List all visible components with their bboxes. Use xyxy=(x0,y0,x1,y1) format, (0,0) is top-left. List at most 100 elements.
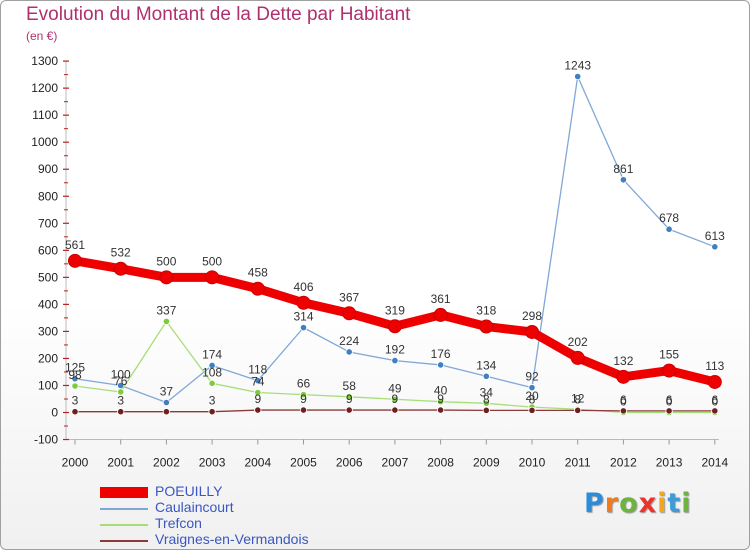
data-point xyxy=(254,377,262,385)
data-point xyxy=(345,406,353,414)
data-point xyxy=(162,398,170,407)
data-label: 224 xyxy=(339,334,359,348)
data-point xyxy=(68,253,82,268)
legend-swatch xyxy=(100,487,148,498)
y-tick-label: -100 xyxy=(34,433,58,447)
legend-label: POEUILLY xyxy=(155,483,223,499)
y-tick-label: 900 xyxy=(38,162,58,176)
data-label: 6 xyxy=(666,393,673,407)
data-label: 458 xyxy=(248,266,268,280)
data-point xyxy=(711,243,719,251)
y-tick-label: 1300 xyxy=(31,54,58,68)
data-label: 3 xyxy=(117,394,124,408)
y-tick-label: 100 xyxy=(38,378,58,392)
data-label: 0 xyxy=(666,395,673,409)
data-label: 34 xyxy=(480,385,494,399)
data-label: 12 xyxy=(571,391,585,405)
y-tick-label: 1100 xyxy=(32,108,58,122)
data-point xyxy=(299,406,308,414)
x-tick-label: 2012 xyxy=(610,456,637,470)
data-point xyxy=(482,399,490,407)
data-label: 314 xyxy=(293,310,313,324)
data-point xyxy=(205,270,220,285)
data-label: 319 xyxy=(385,303,405,317)
data-label: 298 xyxy=(522,309,542,323)
data-point xyxy=(436,406,445,414)
y-tick-label: 1200 xyxy=(31,81,58,95)
x-tick-label: 2006 xyxy=(336,456,363,470)
data-label: 532 xyxy=(111,246,131,260)
data-label: 155 xyxy=(659,348,679,362)
data-point xyxy=(117,388,125,396)
x-tick-label: 2005 xyxy=(290,456,317,470)
data-label: 6 xyxy=(620,393,627,407)
data-point xyxy=(665,407,673,415)
data-point xyxy=(662,363,677,378)
x-tick-label: 2008 xyxy=(427,456,454,470)
y-tick-label: 200 xyxy=(38,351,58,365)
data-label: 134 xyxy=(476,358,496,372)
data-point xyxy=(436,361,445,369)
data-label: 6 xyxy=(711,393,718,407)
data-label: 9 xyxy=(300,392,307,406)
data-point xyxy=(711,407,719,415)
legend-swatch xyxy=(100,508,148,510)
data-point xyxy=(525,324,539,339)
data-point xyxy=(71,408,79,416)
data-point xyxy=(391,406,399,414)
data-label: 1243 xyxy=(564,59,591,73)
data-label: 613 xyxy=(705,229,725,243)
data-point xyxy=(482,406,490,414)
data-label: 500 xyxy=(202,254,222,268)
data-label: 100 xyxy=(111,367,131,381)
y-tick-label: 400 xyxy=(38,297,58,311)
data-point xyxy=(71,375,79,383)
data-label: 0 xyxy=(620,395,627,409)
data-label: 9 xyxy=(346,392,353,406)
data-label: 361 xyxy=(431,292,451,306)
data-label: 125 xyxy=(65,361,85,375)
y-tick-label: 1000 xyxy=(31,135,58,149)
x-tick-label: 2014 xyxy=(701,456,728,470)
data-label: 113 xyxy=(705,359,724,373)
data-label: 0 xyxy=(711,395,718,409)
data-point xyxy=(345,393,353,401)
y-tick-label: 500 xyxy=(38,270,58,284)
data-point xyxy=(113,261,128,276)
data-point xyxy=(616,369,631,384)
chart-unit: (en €) xyxy=(26,29,58,43)
data-point xyxy=(665,225,673,233)
line-chart: -100010020030040050060070080090010001100… xyxy=(31,54,728,470)
data-label: 3 xyxy=(209,394,216,408)
legend-swatch xyxy=(100,524,148,526)
x-tick-label: 2011 xyxy=(565,456,591,470)
data-label: 76 xyxy=(114,374,128,388)
data-label: 108 xyxy=(202,365,222,379)
data-point xyxy=(159,270,174,285)
data-label: 9 xyxy=(437,392,444,406)
data-label: 92 xyxy=(525,370,539,384)
data-point xyxy=(570,350,585,365)
data-point xyxy=(208,379,216,387)
x-tick-label: 2004 xyxy=(244,456,271,470)
data-label: 118 xyxy=(248,363,267,377)
data-label: 98 xyxy=(68,368,82,382)
data-label: 176 xyxy=(431,347,451,361)
data-label: 318 xyxy=(476,304,496,318)
data-point xyxy=(208,361,216,370)
data-point xyxy=(250,281,265,296)
data-label: 337 xyxy=(156,303,176,317)
data-point xyxy=(391,357,399,365)
x-tick-label: 2003 xyxy=(199,456,226,470)
data-point xyxy=(482,372,490,380)
x-tick-label: 2002 xyxy=(153,456,180,470)
data-point xyxy=(528,406,536,414)
data-label: 367 xyxy=(339,290,359,304)
data-label: 40 xyxy=(434,384,448,398)
legend-label: Trefcon xyxy=(155,515,202,531)
y-tick-label: 700 xyxy=(38,216,58,230)
x-tick-label: 2013 xyxy=(656,456,683,470)
data-label: 66 xyxy=(297,377,311,391)
data-label: 561 xyxy=(65,238,85,252)
data-point xyxy=(296,295,311,310)
